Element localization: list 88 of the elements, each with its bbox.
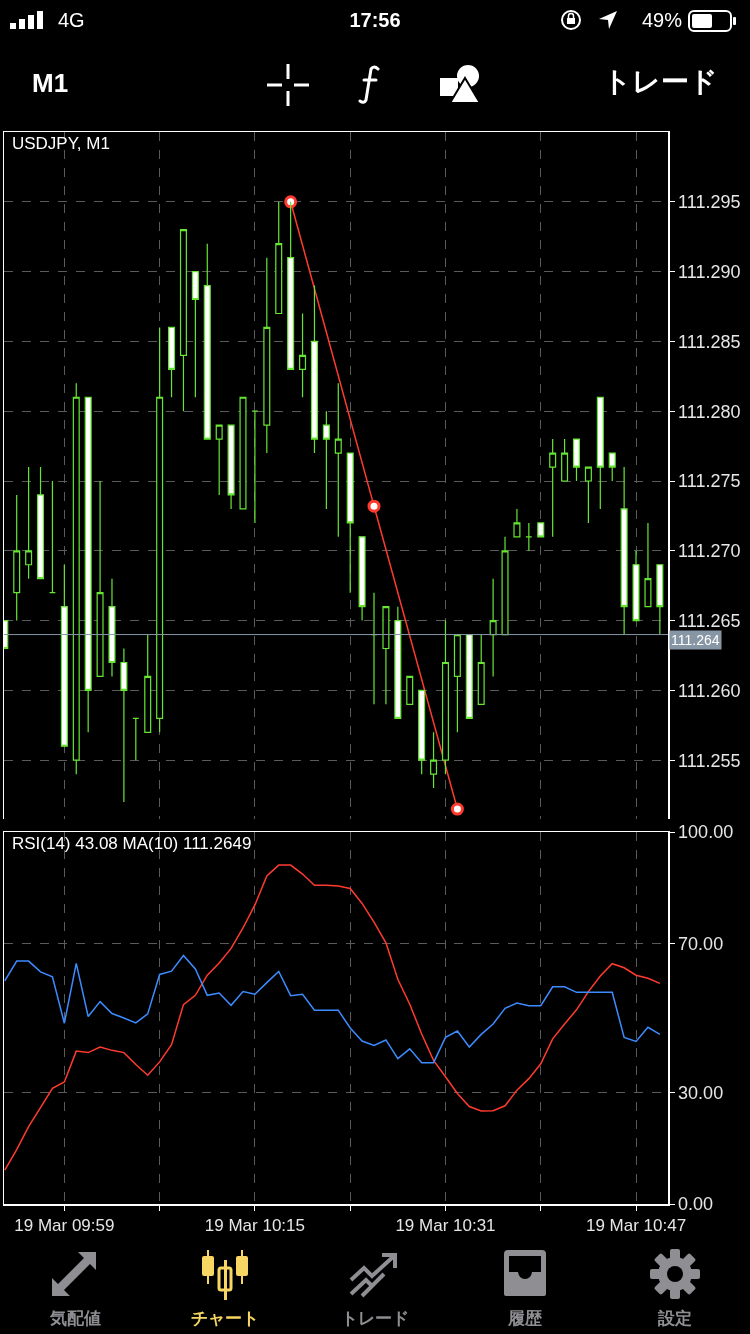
x-tick-label: 19 Mar 10:15 xyxy=(204,1215,305,1235)
line-series xyxy=(4,864,661,1171)
candlestick xyxy=(632,550,640,622)
candlestick xyxy=(346,452,354,594)
candlestick xyxy=(382,606,390,705)
candlestick xyxy=(275,201,283,315)
candlestick xyxy=(656,564,664,636)
candlestick xyxy=(168,326,176,398)
candlestick xyxy=(561,438,569,482)
candlestick xyxy=(322,410,330,510)
x-tick-label: 19 Mar 09:59 xyxy=(14,1215,115,1235)
y-tick-label: 111.290 xyxy=(678,261,741,282)
candlestick xyxy=(334,382,342,538)
candlestick xyxy=(489,578,497,678)
ref-line-label: 111.264 xyxy=(671,632,720,648)
y-tick-label: 30.00 xyxy=(678,1082,724,1103)
point xyxy=(284,195,298,209)
text: M1 xyxy=(32,68,69,98)
y-tick-label: 111.270 xyxy=(678,541,741,562)
candlestick xyxy=(620,466,628,636)
candlestick xyxy=(132,717,140,761)
candlestick xyxy=(37,466,45,580)
candlestick xyxy=(310,284,318,454)
candlestick xyxy=(430,731,438,789)
candlestick xyxy=(191,271,199,398)
candlestick xyxy=(513,508,521,538)
candlestick xyxy=(572,438,581,482)
candlestick xyxy=(96,480,104,678)
y-tick-label: 111.285 xyxy=(678,331,741,352)
candlestick xyxy=(299,312,307,398)
y-tick-label: 111.255 xyxy=(678,750,741,771)
y-tick-label: 111.265 xyxy=(678,610,741,631)
y-tick-label: 111.280 xyxy=(678,401,741,422)
text: トレード xyxy=(341,1309,409,1328)
text: トレード xyxy=(603,66,718,97)
candlestick xyxy=(501,536,509,636)
candlestick xyxy=(453,633,461,733)
candlestick xyxy=(394,606,402,719)
x-tick-label: 19 Mar 10:47 xyxy=(585,1215,687,1235)
candlestick xyxy=(13,494,21,622)
candlestick xyxy=(406,675,414,705)
candlestick xyxy=(179,229,187,412)
candlestick xyxy=(25,466,33,580)
point xyxy=(450,802,464,816)
candlestick xyxy=(608,452,616,482)
candlestick xyxy=(72,382,80,775)
text: 気配値 xyxy=(49,1309,101,1328)
candlestick xyxy=(441,620,449,775)
y-tick-label: 0.00 xyxy=(678,1194,714,1215)
candlestick xyxy=(370,592,378,705)
candlestick xyxy=(418,689,426,775)
candlestick xyxy=(549,438,557,538)
text: 設定 xyxy=(658,1309,692,1328)
y-tick-label: 100.00 xyxy=(678,822,734,843)
point xyxy=(367,499,381,513)
candlestick xyxy=(537,522,545,538)
candlestick xyxy=(358,536,366,622)
y-tick-label: 111.260 xyxy=(678,680,741,701)
text: 49% xyxy=(641,9,682,31)
text: 4G xyxy=(58,9,85,31)
candlestick xyxy=(60,564,68,747)
candlestick xyxy=(465,633,473,719)
chart-title: RSI(14) 43.08 MA(10) 111.2649 xyxy=(11,833,252,853)
y-tick-label: 111.275 xyxy=(678,471,741,492)
candlestick xyxy=(48,480,56,594)
chart-title: USDJPY, M1 xyxy=(11,134,110,154)
candlestick xyxy=(227,424,235,510)
candlestick xyxy=(584,466,592,524)
candlestick xyxy=(239,396,247,510)
text: チャート xyxy=(191,1309,259,1328)
x-tick-label: 19 Mar 10:31 xyxy=(395,1215,496,1235)
candlestick xyxy=(596,396,604,510)
y-tick-label: 111.295 xyxy=(678,192,741,213)
y-tick-label: 70.00 xyxy=(678,933,724,954)
candlestick xyxy=(120,647,128,803)
candlestick xyxy=(263,257,271,454)
candlestick xyxy=(644,522,652,608)
candlestick xyxy=(144,633,152,733)
line-series xyxy=(4,954,661,1064)
text: 17:56 xyxy=(349,9,401,31)
candlestick xyxy=(525,522,533,552)
candlestick xyxy=(215,424,223,496)
candlestick xyxy=(84,396,92,733)
candlestick xyxy=(203,243,211,440)
candlestick xyxy=(108,578,116,678)
candlestick xyxy=(251,410,259,524)
candlestick xyxy=(477,633,485,705)
text: 履歴 xyxy=(508,1309,542,1328)
